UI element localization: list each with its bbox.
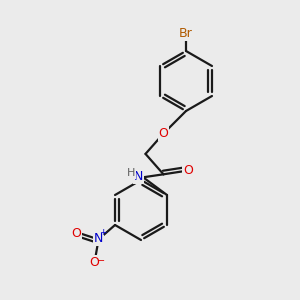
Text: O: O (71, 227, 81, 240)
Text: O: O (184, 164, 193, 177)
Text: N: N (134, 170, 143, 183)
Text: −: − (98, 256, 106, 266)
Text: O: O (159, 127, 168, 140)
Text: H: H (127, 168, 135, 178)
Text: O: O (89, 256, 99, 269)
Text: N: N (94, 232, 103, 245)
Text: Br: Br (179, 27, 193, 40)
Text: +: + (100, 228, 107, 237)
